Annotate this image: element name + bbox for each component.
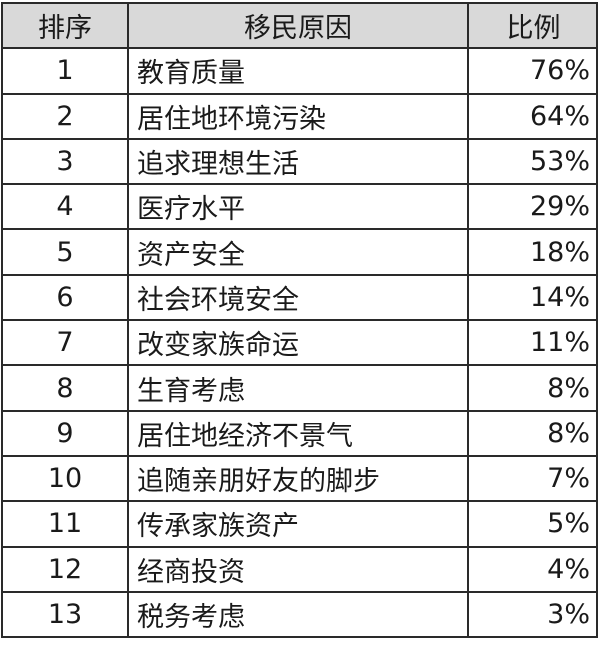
cell-reason: 资产安全 (127, 228, 469, 276)
emigration-reasons-table: 排序 移民原因 比例 1 教育质量 76% 2 居住地环境污染 64% 3 追求理想生活 53%… (1, 1, 598, 639)
header-row: 排序 移民原因 比例 (1, 1, 598, 50)
cell-reason: 传承家族资产 (127, 500, 469, 548)
header-ratio: 比例 (467, 1, 598, 50)
cell-ratio: 3% (467, 590, 598, 639)
cell-rank: 12 (1, 545, 129, 593)
cell-reason: 追求理想生活 (127, 137, 469, 186)
header-reason: 移民原因 (127, 1, 469, 50)
cell-ratio: 18% (467, 228, 598, 276)
cell-rank: 1 (1, 47, 129, 95)
table-row: 5 资产安全 18% (1, 228, 598, 276)
table-row: 6 社会环境安全 14% (1, 273, 598, 322)
cell-rank: 7 (1, 319, 129, 367)
cell-ratio: 64% (467, 92, 598, 140)
cell-rank: 11 (1, 500, 129, 548)
table-row: 7 改变家族命运 11% (1, 319, 598, 367)
cell-reason: 社会环境安全 (127, 273, 469, 322)
cell-ratio: 5% (467, 500, 598, 548)
table-row: 8 生育考虑 8% (1, 364, 598, 412)
cell-ratio: 8% (467, 364, 598, 412)
table-row: 13 税务考虑 3% (1, 590, 598, 639)
table-row: 10 追随亲朋好友的脚步 7% (1, 454, 598, 503)
cell-reason: 教育质量 (127, 47, 469, 95)
cell-ratio: 14% (467, 273, 598, 322)
cell-reason: 医疗水平 (127, 183, 469, 231)
table-row: 3 追求理想生活 53% (1, 137, 598, 186)
header-rank: 排序 (1, 1, 129, 50)
cell-reason: 生育考虑 (127, 364, 469, 412)
cell-ratio: 7% (467, 454, 598, 503)
cell-reason: 居住地经济不景气 (127, 409, 469, 457)
cell-rank: 10 (1, 454, 129, 503)
cell-ratio: 53% (467, 137, 598, 186)
cell-rank: 6 (1, 273, 129, 322)
cell-rank: 13 (1, 590, 129, 639)
table-row: 2 居住地环境污染 64% (1, 92, 598, 140)
table-row: 9 居住地经济不景气 8% (1, 409, 598, 457)
cell-rank: 8 (1, 364, 129, 412)
cell-rank: 2 (1, 92, 129, 140)
cell-rank: 5 (1, 228, 129, 276)
cell-ratio: 76% (467, 47, 598, 95)
cell-reason: 居住地环境污染 (127, 92, 469, 140)
cell-rank: 9 (1, 409, 129, 457)
cell-rank: 3 (1, 137, 129, 186)
cell-rank: 4 (1, 183, 129, 231)
table-row: 11 传承家族资产 5% (1, 500, 598, 548)
cell-ratio: 29% (467, 183, 598, 231)
cell-ratio: 8% (467, 409, 598, 457)
table-row: 1 教育质量 76% (1, 47, 598, 95)
table-row: 12 经商投资 4% (1, 545, 598, 593)
cell-ratio: 11% (467, 319, 598, 367)
cell-ratio: 4% (467, 545, 598, 593)
table-row: 4 医疗水平 29% (1, 183, 598, 231)
cell-reason: 改变家族命运 (127, 319, 469, 367)
cell-reason: 经商投资 (127, 545, 469, 593)
cell-reason: 税务考虑 (127, 590, 469, 639)
cell-reason: 追随亲朋好友的脚步 (127, 454, 469, 503)
